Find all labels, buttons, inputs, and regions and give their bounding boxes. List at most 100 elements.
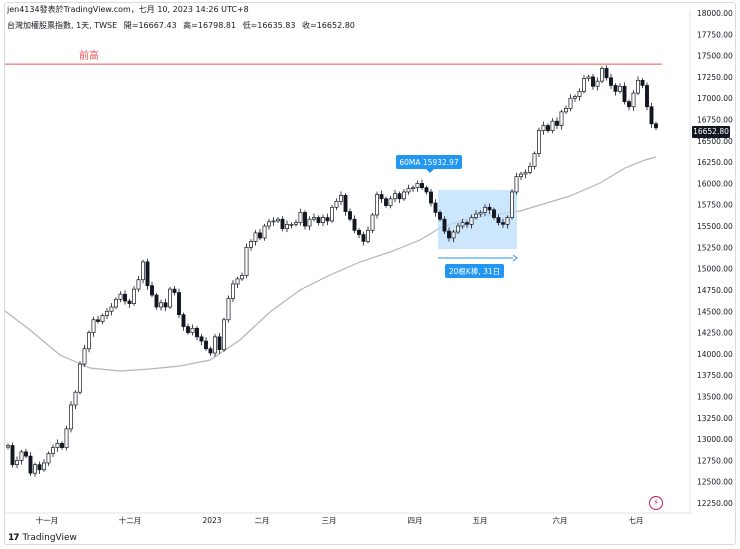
candle-up	[271, 220, 276, 223]
candle-up	[226, 298, 231, 321]
candle-up	[231, 283, 235, 299]
candle-down	[316, 217, 321, 223]
candle-up	[298, 212, 303, 223]
candle-down	[546, 125, 550, 131]
candle-up	[474, 213, 478, 218]
candle-up	[118, 293, 123, 300]
candle-down	[154, 294, 159, 308]
candle-down	[258, 232, 262, 239]
candle-down	[172, 288, 177, 293]
symbol-name[interactable]: 台灣加權股票指數, 1天, TWSE	[7, 21, 118, 30]
candle-down	[420, 183, 424, 189]
candle-up	[523, 172, 528, 175]
time-axis: 十一月 十二月 2023 二月 三月 四月 五月 六月 七月	[36, 515, 644, 525]
candle-up	[240, 275, 244, 280]
candle-up	[91, 319, 96, 333]
candle-up	[307, 218, 312, 227]
candle-up	[478, 212, 483, 215]
time-tick-label: 七月	[629, 516, 644, 525]
candle-up	[636, 79, 640, 94]
candle-up	[249, 241, 253, 248]
candle-down	[28, 455, 33, 474]
candle-down	[280, 218, 285, 229]
ma-callout-label: 60MA 15932.97	[399, 158, 459, 167]
time-tick-label: 六月	[553, 515, 568, 525]
price-tick-label: 14250.00	[697, 329, 733, 338]
ma60-line[interactable]	[4, 156, 657, 372]
candle-up	[505, 217, 510, 225]
candle-up	[55, 442, 60, 448]
candle-up	[559, 111, 564, 126]
candles-layer	[6, 65, 658, 477]
candle-up	[64, 428, 69, 448]
tradingview-logo-icon[interactable]: 17	[8, 533, 19, 543]
candle-down	[150, 285, 154, 296]
price-tick-label: 14750.00	[697, 286, 733, 295]
brand-name[interactable]: TradingView	[22, 533, 77, 543]
candle-down	[325, 217, 330, 222]
range-callout-label: 20根K棒, 31日	[449, 266, 500, 276]
candle-up	[618, 85, 622, 92]
candle-down	[447, 230, 451, 239]
candle-down	[591, 76, 595, 87]
candle-up	[528, 166, 532, 173]
candle-up	[222, 319, 226, 350]
time-tick-label: 十二月	[119, 515, 142, 525]
ma-callout-pointer	[426, 169, 434, 173]
candle-down	[343, 195, 348, 212]
candle-down	[397, 193, 402, 200]
candle-down	[204, 340, 208, 350]
candle-up	[370, 214, 375, 231]
candle-down	[501, 222, 505, 225]
candle-up	[289, 223, 294, 226]
candle-down	[37, 464, 42, 471]
candle-down	[654, 123, 658, 129]
candle-up	[541, 125, 546, 131]
candle-up	[402, 191, 406, 200]
price-tick-label: 16500.00	[697, 137, 733, 146]
price-tick-label: 13000.00	[697, 435, 733, 444]
candle-up	[114, 298, 118, 308]
candle-up	[82, 348, 87, 365]
chart-frame	[4, 2, 736, 545]
candle-down	[60, 442, 64, 448]
price-tick-label: 17000.00	[697, 94, 733, 103]
candle-up	[51, 447, 55, 454]
resistance-label: 前高	[79, 49, 99, 62]
candle-down	[640, 79, 645, 86]
candle-up	[190, 327, 195, 333]
candle-up	[312, 217, 316, 220]
footer: 17 TradingView	[8, 533, 77, 543]
price-tick-label: 13250.00	[697, 414, 733, 423]
ohlc-high: 高=16798.81	[183, 21, 237, 30]
candle-up	[339, 195, 343, 202]
candle-down	[613, 85, 618, 92]
candle-down	[442, 218, 447, 232]
ma60-layer	[4, 156, 657, 372]
candle-up	[330, 206, 334, 222]
candle-up	[532, 153, 537, 167]
range-box-layer	[438, 190, 517, 249]
candle-down	[649, 106, 654, 125]
candle-down	[379, 194, 384, 200]
range-callout-bubble[interactable]	[445, 264, 504, 278]
candle-up	[6, 445, 10, 448]
symbol-legend: 台灣加權股票指數, 1天, TWSE 開=16667.43 高=16798.81…	[7, 20, 359, 31]
price-tick-label: 15000.00	[697, 265, 733, 274]
candle-up	[244, 246, 249, 276]
arrow-head-icon	[512, 254, 518, 262]
price-tick-label: 16250.00	[697, 158, 733, 167]
candle-down	[492, 209, 496, 218]
candle-down	[361, 234, 366, 242]
candle-up	[78, 363, 82, 393]
candle-up	[469, 217, 474, 225]
ma-callout-bubble[interactable]	[396, 155, 462, 169]
lightning-icon[interactable]: ⚡	[649, 496, 663, 510]
range-highlight-box[interactable]	[438, 190, 517, 249]
candle-up	[586, 76, 591, 79]
candle-down	[555, 120, 559, 126]
price-tick-label: 13750.00	[697, 371, 733, 380]
candle-up	[285, 223, 289, 229]
candle-down	[145, 261, 150, 287]
